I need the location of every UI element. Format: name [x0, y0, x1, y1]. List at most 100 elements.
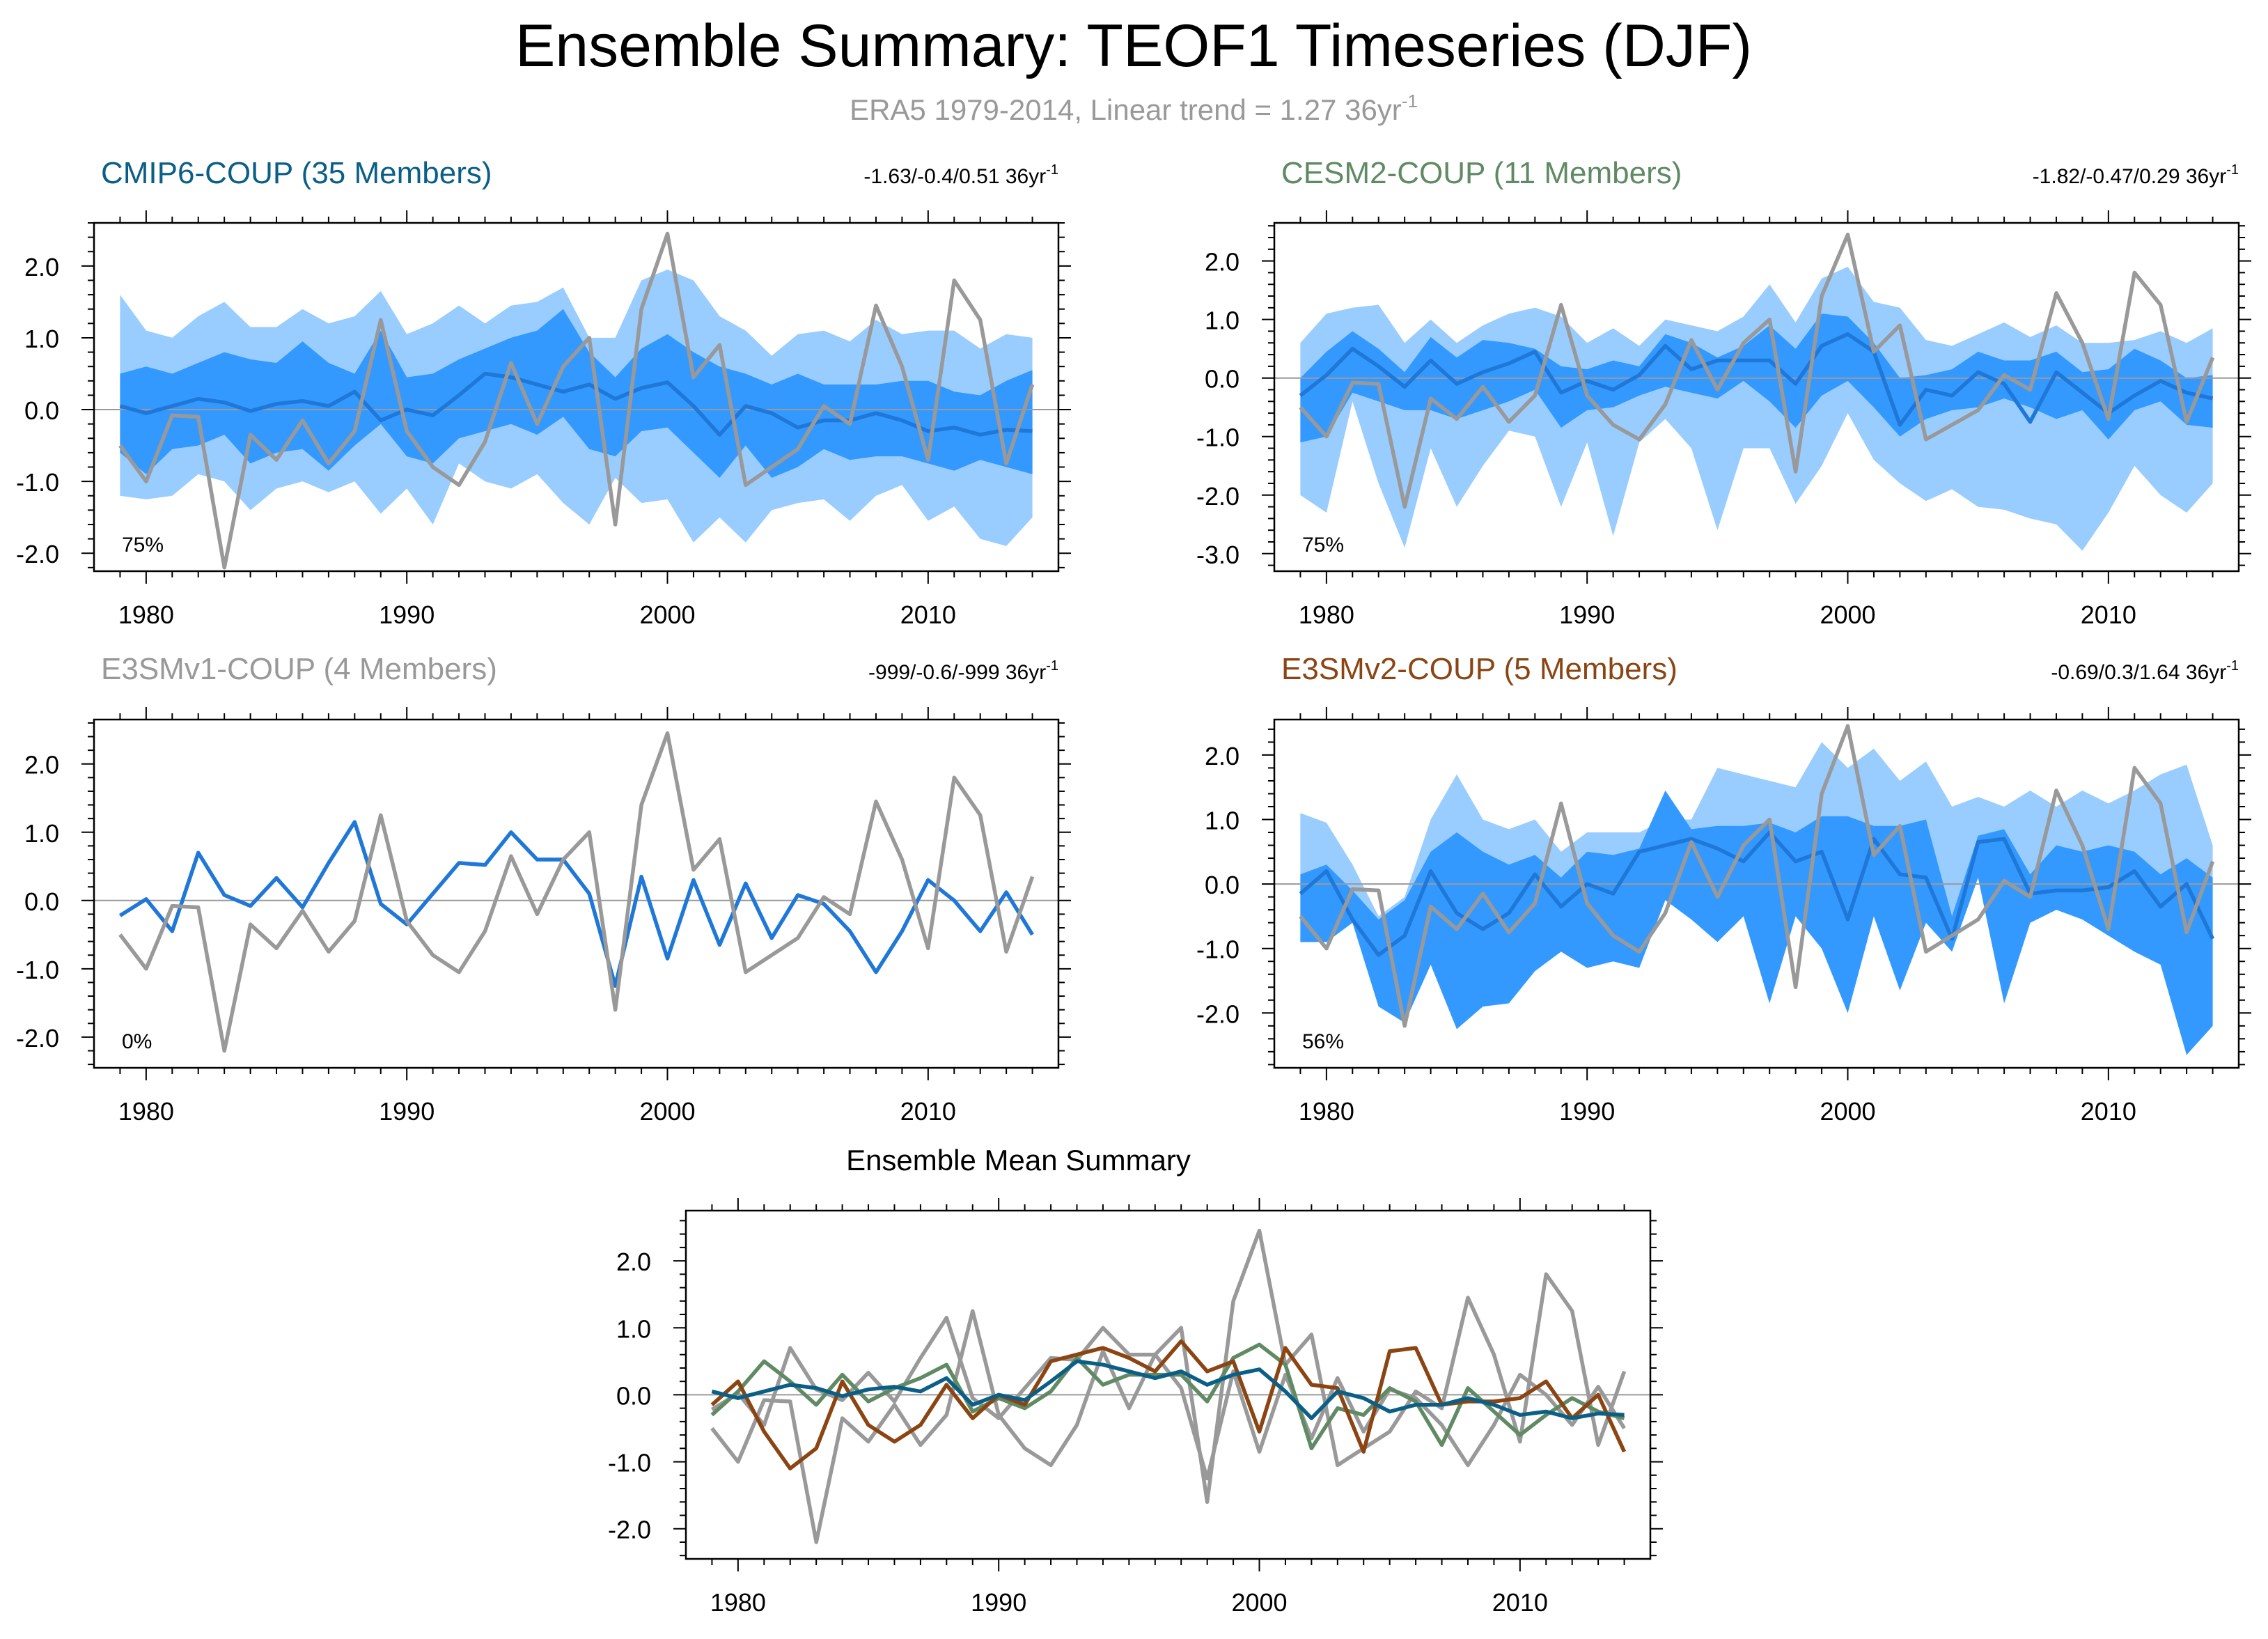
y-tick-label: 1.0 [24, 325, 59, 353]
x-tick-label: 2010 [2081, 600, 2136, 629]
era5-obs-line [1299, 233, 2215, 509]
panels-group: 2.0 1.0 0.0 -1.0 -2.0 1980 1990 2000 2010 CMIP6-C… [16, 156, 2251, 1617]
plot-area [94, 231, 1058, 570]
x-tick-label: 2000 [1231, 1588, 1287, 1617]
trend-superscript: -1 [1046, 162, 1058, 178]
trend-label: -1.82/-0.47/0.29 36yr-1 [2033, 162, 2239, 188]
y-tick-label: 1.0 [24, 819, 59, 848]
x-tick-label: 2000 [639, 1097, 695, 1126]
x-tick-label: 1990 [1559, 1097, 1615, 1126]
figure-title: Ensemble Summary: TEOF1 Timeseries (DJF) [515, 13, 1752, 79]
panel-title: CESM2-COUP (11 Members) [1281, 156, 1682, 190]
y-tick-label: 0.0 [1205, 871, 1239, 899]
trend-label: -1.63/-0.4/0.51 36yr-1 [863, 162, 1058, 188]
figure-subtitle: ERA5 1979-2014, Linear trend = 1.27 36yr… [850, 91, 1418, 126]
y-tick-label: 2.0 [24, 253, 59, 281]
plot-area [94, 731, 1058, 1053]
y-tick-label: 1.0 [1205, 807, 1239, 835]
plot-frame [93, 718, 1060, 1069]
era5-obs-line [118, 731, 1035, 1053]
percent-label: 75% [1302, 534, 1344, 557]
panel-cmip6: 2.0 1.0 0.0 -1.0 -2.0 1980 1990 2000 2010 CMIP6-C… [16, 156, 1071, 629]
x-tick-label: 1990 [379, 600, 435, 629]
era5-obs-line [1299, 724, 2215, 1028]
y-tick-label: 2.0 [1205, 742, 1239, 770]
band-inner [1300, 790, 2213, 1055]
trend-text: -1.82/-0.47/0.29 36yr [2033, 165, 2227, 188]
y-tick-label: 0.0 [24, 396, 59, 425]
x-tick-label: 2010 [900, 1097, 956, 1126]
x-tick-label: 2010 [2081, 1097, 2136, 1126]
ensemble-median-line [1299, 332, 2214, 427]
trend-text: -0.69/0.3/1.64 36yr [2051, 661, 2226, 684]
x-tick-label: 1990 [379, 1097, 435, 1126]
panel-title: CMIP6-COUP (35 Members) [101, 156, 492, 190]
panel-title: E3SMv2-COUP (5 Members) [1281, 652, 1677, 686]
x-tick-label: 1980 [118, 1097, 174, 1126]
trend-superscript: -1 [2226, 162, 2239, 178]
y-tick-label: 1.0 [1205, 306, 1239, 335]
x-tick-label: 2010 [1492, 1588, 1548, 1617]
x-tick-label: 2010 [900, 600, 956, 629]
x-tick-label: 2000 [1820, 1097, 1875, 1126]
x-tick-label: 1980 [1299, 600, 1354, 629]
x-tick-label: 2000 [639, 600, 695, 629]
x-tick-label: 1980 [1299, 1097, 1354, 1126]
trend-superscript: -1 [1046, 658, 1058, 674]
y-tick-label: -3.0 [1196, 541, 1239, 569]
y-tick-label: -1.0 [608, 1449, 651, 1477]
panel-summary: 2.0 1.0 0.0 -1.0 -2.0 1980 1990 2000 2010 Ensembl… [608, 1144, 1663, 1617]
plot-frame [1273, 222, 2240, 573]
series-line-e3smv1-coup [710, 1316, 1626, 1481]
trend-label: -999/-0.6/-999 36yr-1 [868, 658, 1058, 684]
y-tick-label: 2.0 [1205, 248, 1239, 277]
band-outer [1300, 267, 2213, 551]
ensemble-mean-line [118, 820, 1034, 988]
x-tick-label: 1980 [710, 1588, 766, 1617]
ensemble-median-line [119, 371, 1033, 437]
x-tick-label: 1990 [971, 1588, 1026, 1617]
y-tick-label: 2.0 [24, 751, 59, 779]
y-tick-label: -1.0 [1196, 424, 1239, 452]
panel-title: E3SMv1-COUP (4 Members) [101, 652, 497, 686]
y-tick-label: 2.0 [616, 1248, 651, 1276]
y-tick-label: 0.0 [24, 887, 59, 916]
plot-frame [685, 1209, 1652, 1560]
y-tick-label: -2.0 [16, 540, 59, 568]
era5-obs-line [118, 231, 1035, 570]
trend-label: -0.69/0.3/1.64 36yr-1 [2051, 658, 2239, 684]
y-tick-label: -1.0 [16, 468, 59, 497]
series-line-era5 [710, 1229, 1627, 1544]
series-line-e3smv2-coup [710, 1339, 1627, 1470]
y-tick-label: 1.0 [616, 1314, 651, 1343]
subtitle-superscript: -1 [1402, 91, 1418, 111]
summary-title: Ensemble Mean Summary [846, 1144, 1191, 1176]
x-tick-label: 1990 [1559, 600, 1615, 629]
y-tick-label: 0.0 [616, 1381, 651, 1410]
percent-label: 75% [122, 534, 164, 557]
panel-e3smv1: 2.0 1.0 0.0 -1.0 -2.0 1980 1990 2000 2010 E3SMv1-… [16, 652, 1071, 1126]
plot-area [686, 1229, 1650, 1544]
x-tick-label: 1980 [118, 600, 174, 629]
plot-area [1274, 233, 2239, 551]
y-tick-label: -2.0 [16, 1024, 59, 1052]
percent-label: 0% [122, 1030, 152, 1053]
percent-label: 56% [1302, 1030, 1344, 1053]
y-tick-label: -1.0 [1196, 935, 1239, 964]
plot-frame [1273, 718, 2240, 1069]
x-tick-label: 2000 [1820, 600, 1875, 629]
y-tick-label: -1.0 [16, 956, 59, 984]
trend-text: -999/-0.6/-999 36yr [868, 661, 1046, 684]
y-tick-label: -2.0 [608, 1516, 651, 1544]
subtitle-text: ERA5 1979-2014, Linear trend = 1.27 36yr [850, 93, 1402, 126]
trend-superscript: -1 [2226, 658, 2239, 674]
plot-area [1274, 724, 2239, 1055]
y-tick-label: -2.0 [1196, 1000, 1239, 1028]
ensemble-median-line [1299, 830, 2215, 957]
y-tick-label: 0.0 [1205, 365, 1239, 394]
plot-frame [93, 222, 1060, 573]
y-tick-label: -2.0 [1196, 482, 1239, 511]
panel-cesm2: 2.0 1.0 0.0 -1.0 -2.0 -3.0 1980 1990 2000 2010 CES… [1196, 156, 2251, 629]
trend-text: -1.63/-0.4/0.51 36yr [863, 165, 1046, 188]
